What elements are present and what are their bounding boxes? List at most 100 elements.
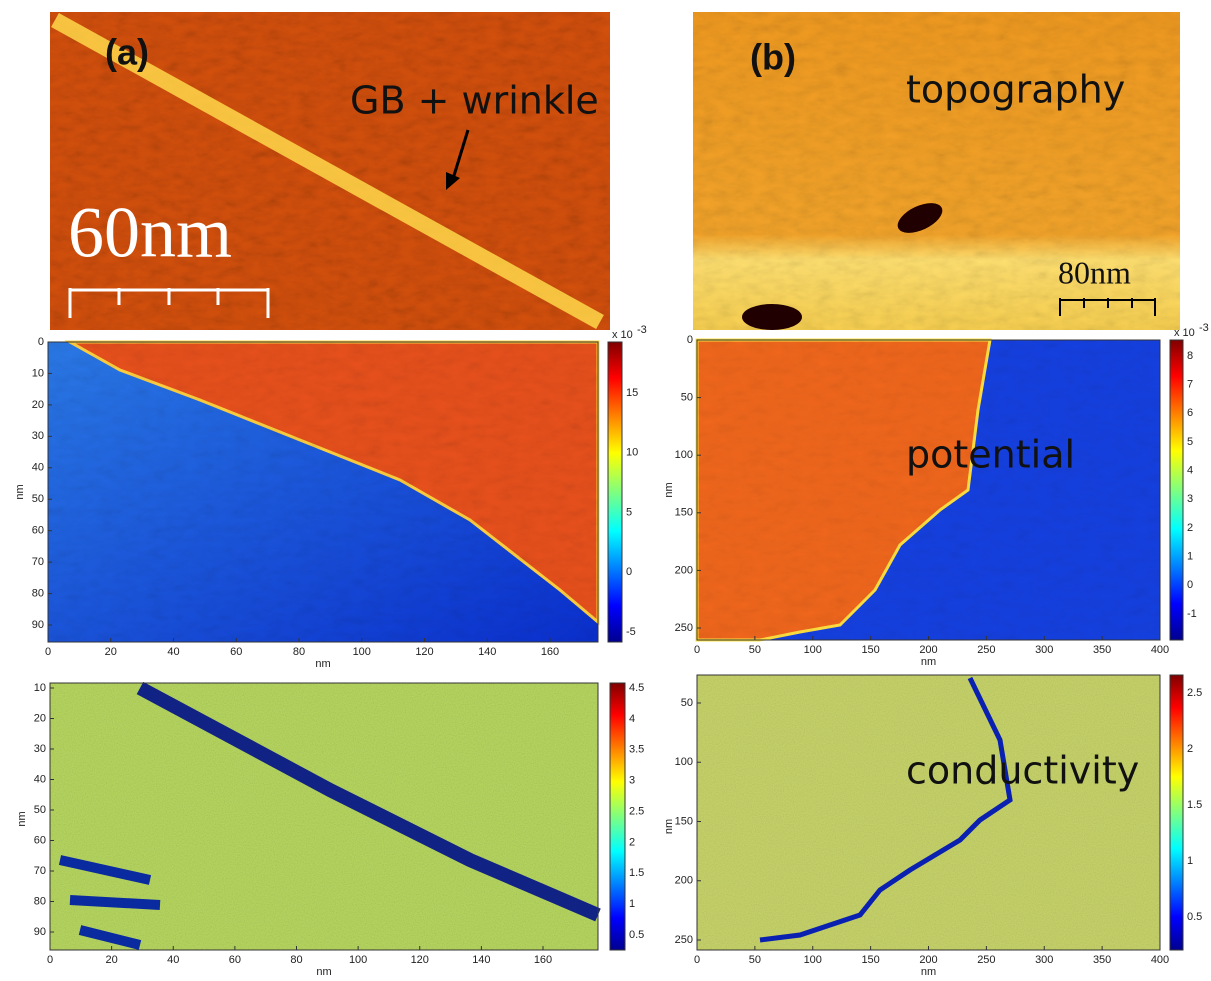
colorbar-tick-label: 3 (629, 775, 635, 787)
scale-bar-label: 60nm (68, 193, 232, 273)
x-tick-label: 200 (919, 644, 937, 656)
x-tick-label: 100 (804, 644, 822, 656)
y-tick-label: 10 (32, 367, 44, 379)
y-tick-label: 70 (32, 556, 44, 568)
colorbar-tick-label: 2 (1187, 743, 1193, 755)
x-tick-label: 350 (1093, 644, 1111, 656)
y-tick-label: 150 (675, 815, 693, 827)
x-tick-label: 0 (694, 644, 700, 656)
y-axis-label: nm (14, 484, 26, 499)
y-tick-label: 30 (34, 743, 46, 755)
x-tick-label: 50 (749, 644, 761, 656)
colorbar-tick-label: 3.5 (629, 744, 644, 756)
colorbar-tick-label: -1 (1187, 608, 1197, 620)
colorbar-tick-label: 2.5 (629, 805, 644, 817)
x-tick-label: 400 (1151, 644, 1169, 656)
conductivity-map-b (696, 674, 1184, 951)
y-tick-label: 50 (681, 697, 693, 709)
y-tick-label: 90 (34, 926, 46, 938)
colorbar-tick-label: 1 (1187, 551, 1193, 563)
scale-bar-label: 80nm (1058, 254, 1131, 290)
colorbar-tick-label: 2 (629, 836, 635, 848)
x-tick-label: 250 (977, 954, 995, 966)
x-tick-label: 160 (541, 646, 559, 658)
y-tick-label: 60 (32, 525, 44, 537)
y-tick-label: 250 (675, 934, 693, 946)
potential-map-a (47, 340, 623, 643)
x-tick-label: 0 (47, 954, 53, 966)
colorbar-tick-label: 4 (1187, 465, 1193, 477)
x-tick-label: 50 (749, 954, 761, 966)
potential-map-b (695, 338, 1184, 642)
x-tick-label: 0 (694, 954, 700, 966)
y-axis-label: nm (663, 482, 675, 497)
colorbar-multiplier: x 10 (612, 329, 633, 341)
panel-label: (a) (105, 32, 149, 73)
conductivity-map-a (49, 681, 626, 951)
y-tick-label: 100 (675, 756, 693, 768)
colorbar-tick-label: 8 (1187, 350, 1193, 362)
x-tick-label: 160 (534, 954, 552, 966)
y-tick-label: 0 (38, 336, 44, 348)
x-tick-label: 200 (919, 954, 937, 966)
caption: conductivity (906, 749, 1139, 793)
colorbar-tick-label: -5 (626, 626, 636, 638)
colorbar-tick-label: 0 (1187, 579, 1193, 591)
x-tick-label: 150 (861, 644, 879, 656)
x-tick-label: 140 (478, 646, 496, 658)
x-tick-label: 100 (804, 954, 822, 966)
y-tick-label: 200 (675, 564, 693, 576)
colorbar-tick-label: 1.5 (1187, 799, 1202, 811)
y-tick-label: 20 (34, 712, 46, 724)
colorbar-tick-label: 4.5 (629, 682, 644, 694)
colorbar-tick-label: 1.5 (629, 867, 644, 879)
colorbar-tick-label: 6 (1187, 407, 1193, 419)
x-tick-label: 100 (353, 646, 371, 658)
colorbar-tick-label: 3 (1187, 493, 1193, 505)
x-tick-label: 0 (45, 646, 51, 658)
y-tick-label: 40 (34, 773, 46, 785)
colorbar-multiplier: x 10 (1174, 327, 1195, 339)
colorbar-tick-label: 5 (1187, 436, 1193, 448)
colorbar-tick-label: 2 (1187, 522, 1193, 534)
caption: potential (906, 433, 1075, 477)
x-axis-label: nm (316, 966, 331, 978)
y-tick-label: 50 (32, 493, 44, 505)
colorbar-tick-label: 15 (626, 387, 638, 399)
colorbar-tick-label: 2.5 (1187, 687, 1202, 699)
colorbar-tick-label: 1 (1187, 855, 1193, 867)
x-tick-label: 150 (861, 954, 879, 966)
colorbar-tick-label: 1 (629, 898, 635, 910)
x-tick-label: 20 (105, 646, 117, 658)
y-axis-label: nm (16, 811, 28, 826)
x-tick-label: 80 (293, 646, 305, 658)
x-axis-label: nm (921, 966, 936, 978)
x-axis-label: nm (921, 656, 936, 668)
caption: topography (906, 68, 1125, 112)
y-tick-label: 80 (34, 895, 46, 907)
x-tick-label: 100 (349, 954, 367, 966)
y-tick-label: 50 (34, 804, 46, 816)
y-tick-label: 100 (675, 449, 693, 461)
y-tick-label: 10 (34, 682, 46, 694)
y-tick-label: 50 (681, 392, 693, 404)
x-tick-label: 300 (1035, 954, 1053, 966)
x-tick-label: 400 (1151, 954, 1169, 966)
x-tick-label: 120 (415, 646, 433, 658)
x-tick-label: 140 (472, 954, 490, 966)
colorbar-tick-label: 7 (1187, 379, 1193, 391)
colorbar-exponent: -3 (1199, 322, 1209, 334)
x-tick-label: 350 (1093, 954, 1111, 966)
x-tick-label: 300 (1035, 644, 1053, 656)
y-tick-label: 30 (32, 430, 44, 442)
y-tick-label: 90 (32, 619, 44, 631)
y-tick-label: 150 (675, 507, 693, 519)
annotation: GB + wrinkle (350, 79, 599, 123)
x-tick-label: 20 (106, 954, 118, 966)
colorbar-tick-label: 4 (629, 713, 635, 725)
y-tick-label: 200 (675, 875, 693, 887)
panel-label: (b) (750, 37, 796, 78)
x-tick-label: 40 (167, 646, 179, 658)
y-tick-label: 250 (675, 622, 693, 634)
